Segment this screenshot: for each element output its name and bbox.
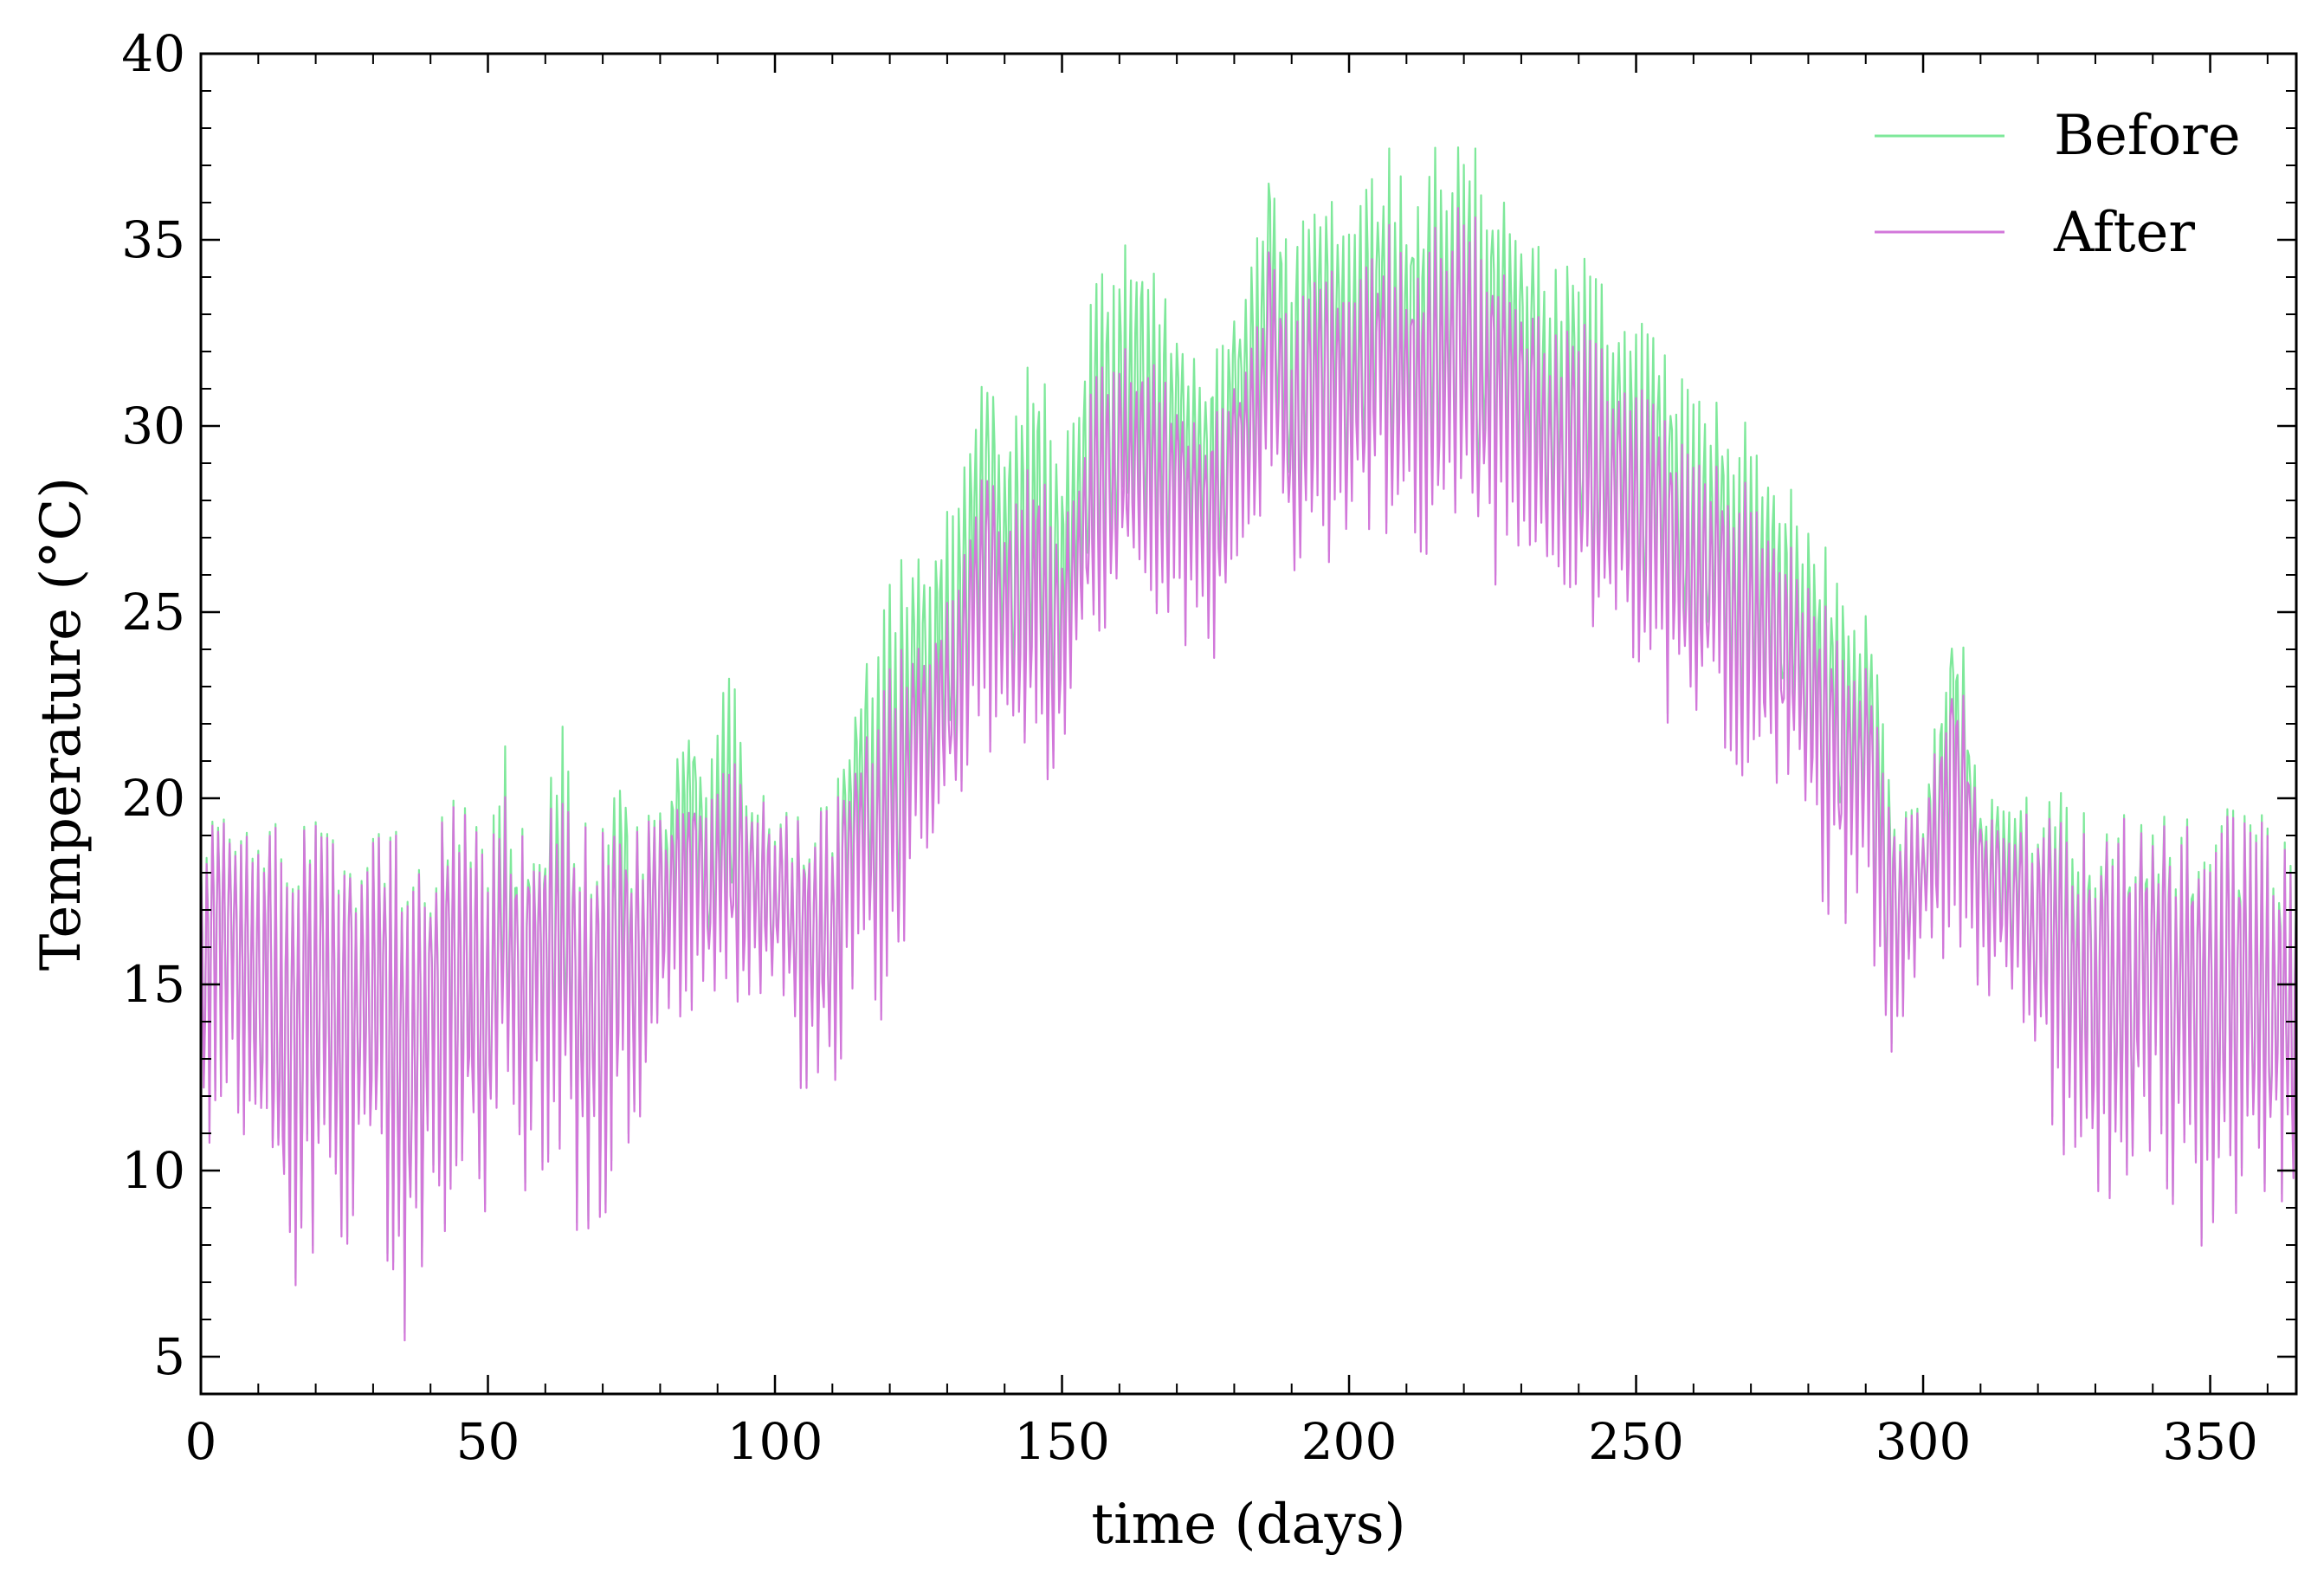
y-tick-label: 5 <box>153 1327 185 1386</box>
series-layer <box>199 146 2298 1342</box>
y-tick-label: 20 <box>121 769 185 828</box>
ticks-layer <box>199 52 2296 1395</box>
y-tick-label: 30 <box>121 397 185 455</box>
y-tick-label: 10 <box>121 1141 185 1200</box>
x-tick-label: 250 <box>1588 1412 1684 1471</box>
legend-label-before: Before <box>2054 104 2241 168</box>
x-tick-label: 150 <box>1014 1412 1110 1471</box>
tick-labels: 0 50 100 150 200 250 300 350 5 10 15 20 25 30 35 40 <box>121 24 2258 1471</box>
y-tick-label: 35 <box>121 210 185 269</box>
legend: Before After <box>1875 104 2241 265</box>
x-tick-label: 0 <box>185 1412 217 1471</box>
x-tick-label: 200 <box>1301 1412 1398 1471</box>
y-tick-label: 40 <box>121 24 185 83</box>
x-tick-label: 350 <box>2162 1412 2258 1471</box>
x-tick-label: 300 <box>1875 1412 1972 1471</box>
series-line-after <box>199 207 2298 1342</box>
y-tick-label: 15 <box>121 955 185 1014</box>
plot-frame <box>199 52 2298 1396</box>
x-axis-title: time (days) <box>1091 1493 1405 1557</box>
y-tick-label: 25 <box>121 583 185 642</box>
x-tick-label: 50 <box>456 1412 520 1471</box>
y-axis-title: Temperature (°C) <box>29 477 94 971</box>
x-tick-label: 100 <box>727 1412 823 1471</box>
legend-label-after: After <box>2053 201 2195 265</box>
